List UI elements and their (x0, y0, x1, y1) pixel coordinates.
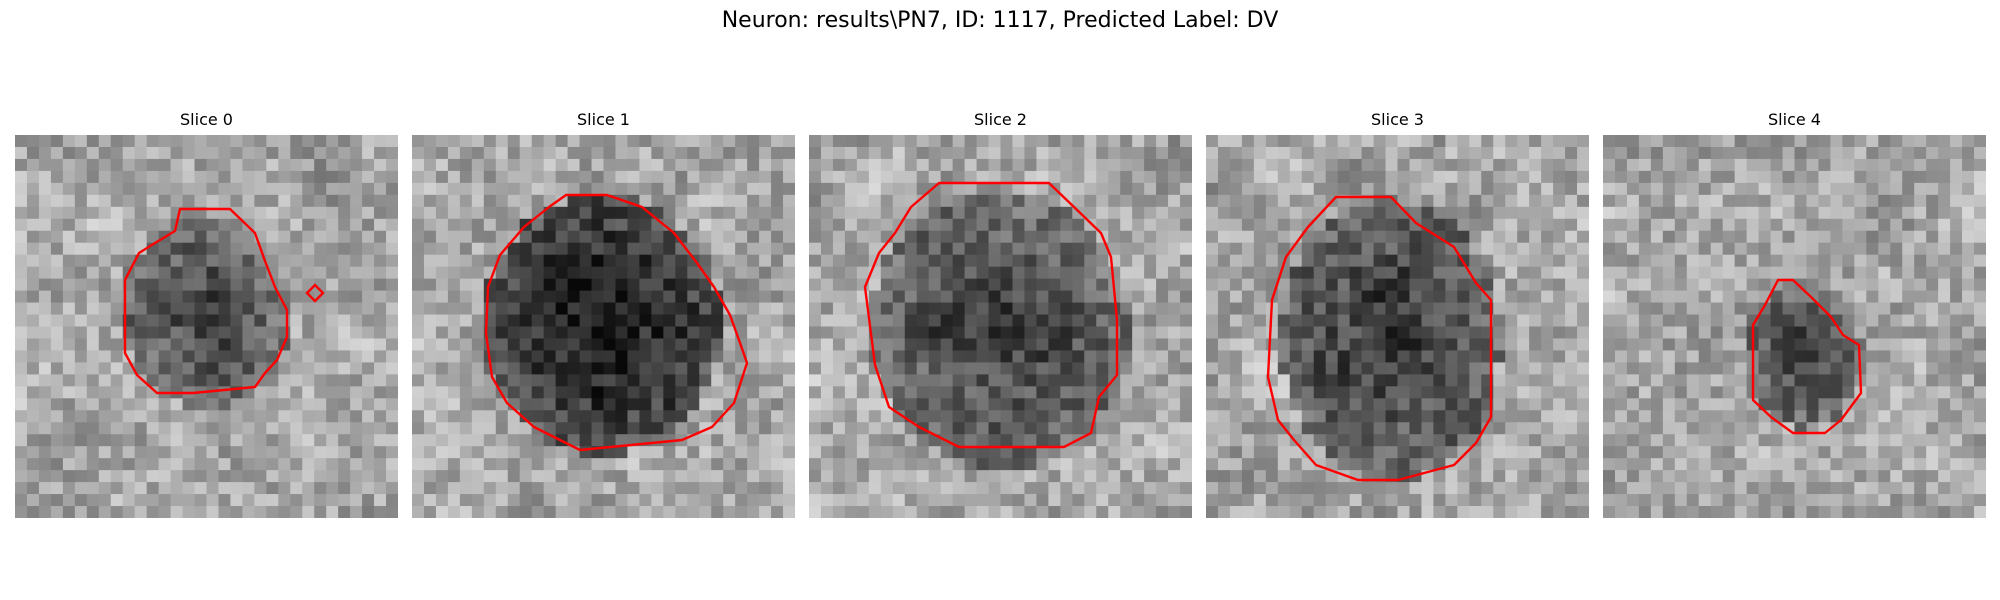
slice-pixels-1 (412, 135, 795, 518)
slice-image-3 (1206, 135, 1589, 518)
slice-pixels-4 (1603, 135, 1986, 518)
neuron-contour-1 (484, 193, 749, 452)
slice-title-2: Slice 2 (974, 110, 1027, 129)
slice-title-3: Slice 3 (1371, 110, 1424, 129)
slice-panel-4: Slice 4 (1603, 107, 1986, 518)
neuron-contour-3 (1266, 195, 1493, 482)
slice-image-1 (412, 135, 795, 518)
small-contour-0 (305, 283, 325, 303)
neuron-contour-2 (863, 181, 1119, 449)
neuron-contour-4 (1751, 278, 1863, 435)
slice-pixels-0 (15, 135, 398, 518)
slice-title-1: Slice 1 (577, 110, 630, 129)
figure-title: Neuron: results\PN7, ID: 1117, Predicted… (721, 8, 1279, 33)
slice-image-4 (1603, 135, 1986, 518)
slice-panel-3: Slice 3 (1206, 107, 1589, 518)
slice-panel-0: Slice 0 (15, 107, 398, 518)
neuron-contour-0 (123, 207, 289, 395)
slice-title-0: Slice 0 (180, 110, 233, 129)
slice-pixels-3 (1206, 135, 1589, 518)
slice-image-2 (809, 135, 1192, 518)
slice-image-0 (15, 135, 398, 518)
slice-panel-1: Slice 1 (412, 107, 795, 518)
slice-title-4: Slice 4 (1768, 110, 1821, 129)
slice-panel-2: Slice 2 (809, 107, 1192, 518)
slice-pixels-2 (809, 135, 1192, 518)
